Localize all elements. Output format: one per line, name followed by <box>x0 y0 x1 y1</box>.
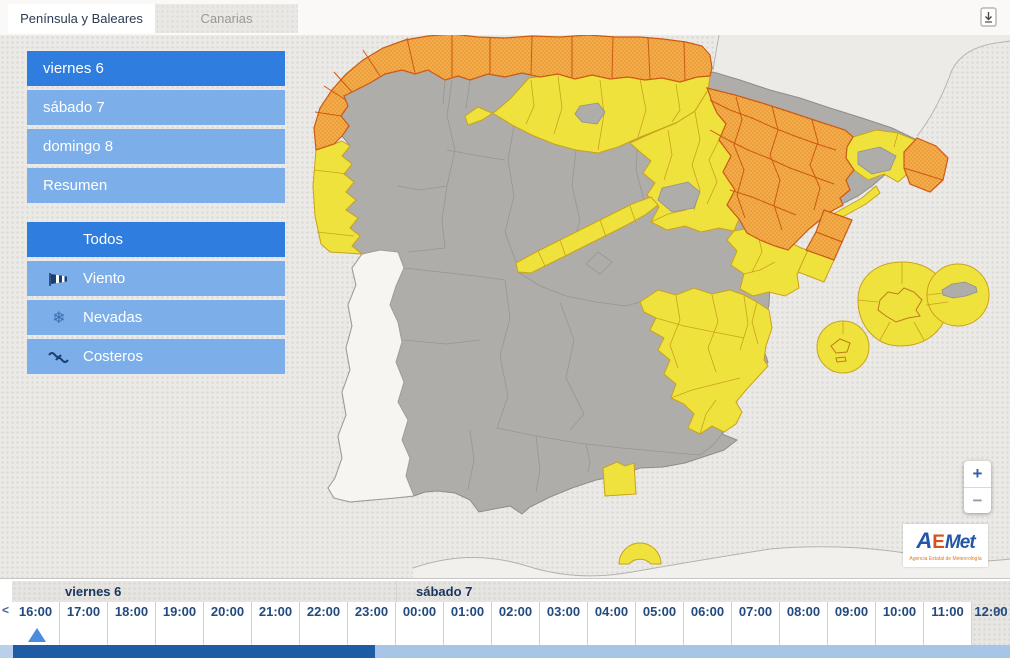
timeline-hour-cell[interactable]: 22:00 <box>300 602 348 645</box>
filter-button-label: Todos <box>83 231 124 248</box>
map-france-coastline <box>712 35 1010 137</box>
logo-letter-a: A <box>916 528 933 553</box>
timeline: viernes 6 sábado 7 < 16:00 17:00 18:00 1… <box>0 578 1010 646</box>
tab-canarias[interactable]: Canarias <box>155 4 298 33</box>
filter-button-label: Viento <box>83 270 126 287</box>
timeline-hour-cell[interactable]: 03:00 <box>540 602 588 645</box>
sidebar-filter-todos[interactable]: Todos <box>27 222 285 257</box>
top-bar: Península y Baleares Canarias <box>0 0 1010 35</box>
timeline-hour-cell[interactable]: 21:00 <box>252 602 300 645</box>
timeline-hour-cell[interactable]: 18:00 <box>108 602 156 645</box>
zoom-in-button[interactable]: + <box>964 461 991 488</box>
timeline-next-icon[interactable]: > <box>994 603 1002 617</box>
timeline-scrollbar[interactable] <box>0 645 1010 658</box>
yellow-zone-dividers <box>313 75 949 435</box>
windsock-icon <box>39 261 79 296</box>
timeline-hour-cell[interactable]: 09:00 <box>828 602 876 645</box>
snowflake-icon: ❄ <box>52 308 66 327</box>
map-gray-pockets <box>574 102 978 299</box>
main-area: viernes 6 sábado 7 domingo 8 Resumen Tod… <box>0 35 1010 578</box>
zone-galicia-west-coast <box>312 140 364 255</box>
sidebar-filter-costeros[interactable]: Costeros <box>27 339 285 374</box>
timeline-hour-cell[interactable]: 17:00 <box>60 602 108 645</box>
logo-letter-e: E <box>932 532 945 553</box>
warnings-map[interactable] <box>300 35 1010 578</box>
timeline-hour-cell[interactable]: 06:00 <box>684 602 732 645</box>
yellow-warning-zones[interactable] <box>312 73 990 565</box>
ibiza-island <box>830 338 851 363</box>
sidebar-item-resumen[interactable]: Resumen <box>27 168 285 203</box>
timeline-hour-cell[interactable]: 00:00 <box>396 602 444 645</box>
timeline-hour-cell[interactable]: 07:00 <box>732 602 780 645</box>
day-button-label: domingo 8 <box>43 138 114 155</box>
timeline-hour-cell[interactable]: 20:00 <box>204 602 252 645</box>
tab-peninsula-baleares[interactable]: Península y Baleares <box>8 4 155 33</box>
logo-met: Met <box>944 532 976 553</box>
timeline-hour-cell[interactable]: 19:00 <box>156 602 204 645</box>
timeline-hour-cell[interactable]: 01:00 <box>444 602 492 645</box>
timeline-hour-cell[interactable]: 02:00 <box>492 602 540 645</box>
zone-ebro-interior <box>705 87 855 251</box>
mallorca-island <box>877 287 923 323</box>
filter-button-label: Nevadas <box>83 309 143 326</box>
timeline-hour-cell[interactable]: 11:00 <box>924 602 972 645</box>
timeline-hour-cell[interactable]: 23:00 <box>348 602 396 645</box>
day-button-label: viernes 6 <box>43 60 104 77</box>
sidebar-item-sabado[interactable]: sábado 7 <box>27 90 285 125</box>
timeline-hour-cell[interactable]: 05:00 <box>636 602 684 645</box>
download-icon[interactable] <box>980 7 998 28</box>
zoom-out-button[interactable]: − <box>972 491 983 510</box>
day-button-label: Resumen <box>43 177 108 194</box>
zone-malaga-coast <box>602 461 637 497</box>
sidebar-item-viernes[interactable]: viernes 6 <box>27 51 285 86</box>
map-portugal <box>327 249 415 503</box>
map-province-borders <box>397 79 725 493</box>
sidebar-filter-nevadas[interactable]: ❄ Nevadas <box>27 300 285 335</box>
map-france <box>713 35 1010 136</box>
timeline-day-header-viernes: viernes 6 <box>12 581 396 602</box>
menorca-island <box>941 281 978 299</box>
timeline-day-header-sabado: sábado 7 <box>396 581 1010 602</box>
day-button-label: sábado 7 <box>43 99 105 116</box>
waves-icon <box>39 339 79 374</box>
zone-tarragona-offshore-2 <box>805 231 843 261</box>
timeline-hour-cell[interactable]: 10:00 <box>876 602 924 645</box>
sidebar-filter-viento[interactable]: Viento <box>27 261 285 296</box>
timeline-position-marker[interactable] <box>28 628 46 642</box>
zone-melilla <box>618 542 662 565</box>
timeline-hour-cell[interactable]: 12:00 <box>972 602 1010 645</box>
orange-zone-dividers <box>314 35 944 231</box>
zone-costa-brava-offshore <box>903 137 949 193</box>
scrollbar-thumb[interactable] <box>13 645 375 658</box>
aemet-logo: AEMet Agencia Estatal de Meteorología <box>903 524 988 567</box>
timeline-hour-cell[interactable]: 08:00 <box>780 602 828 645</box>
zone-sistema-central <box>515 196 659 274</box>
scrollbar-left-button[interactable] <box>0 645 13 658</box>
timeline-hour-cell[interactable]: 04:00 <box>588 602 636 645</box>
filter-button-label: Costeros <box>83 348 144 365</box>
map-zoom-control: + − <box>964 461 991 513</box>
sidebar-item-domingo[interactable]: domingo 8 <box>27 129 285 164</box>
map-africa <box>413 546 1010 578</box>
logo-subtitle: Agencia Estatal de Meteorología <box>909 556 982 562</box>
timeline-prev-icon[interactable]: < <box>2 603 10 617</box>
